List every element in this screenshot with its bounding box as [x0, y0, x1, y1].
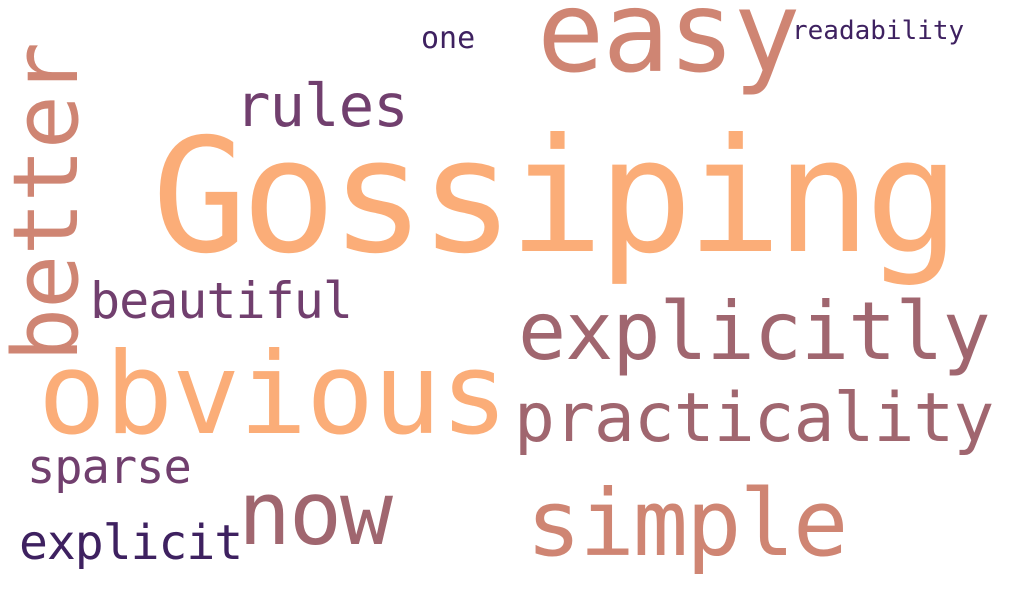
word-readability: readability — [792, 16, 965, 46]
word-gossiping: Gossiping — [152, 105, 960, 289]
word-explicitly: explicitly — [518, 285, 991, 378]
word-better: better — [0, 42, 99, 362]
word-practicality: practicality — [514, 379, 994, 458]
word-one: one — [421, 21, 476, 56]
word-easy: easy — [537, 0, 801, 98]
word-beautiful: beautiful — [90, 272, 353, 330]
word-sparse: sparse — [27, 440, 192, 495]
word-explicit: explicit — [19, 515, 243, 571]
word-rules: rules — [235, 71, 409, 140]
word-simple: simple — [526, 470, 848, 577]
word-now: now — [238, 462, 393, 565]
word-obvious: obvious — [38, 328, 508, 460]
